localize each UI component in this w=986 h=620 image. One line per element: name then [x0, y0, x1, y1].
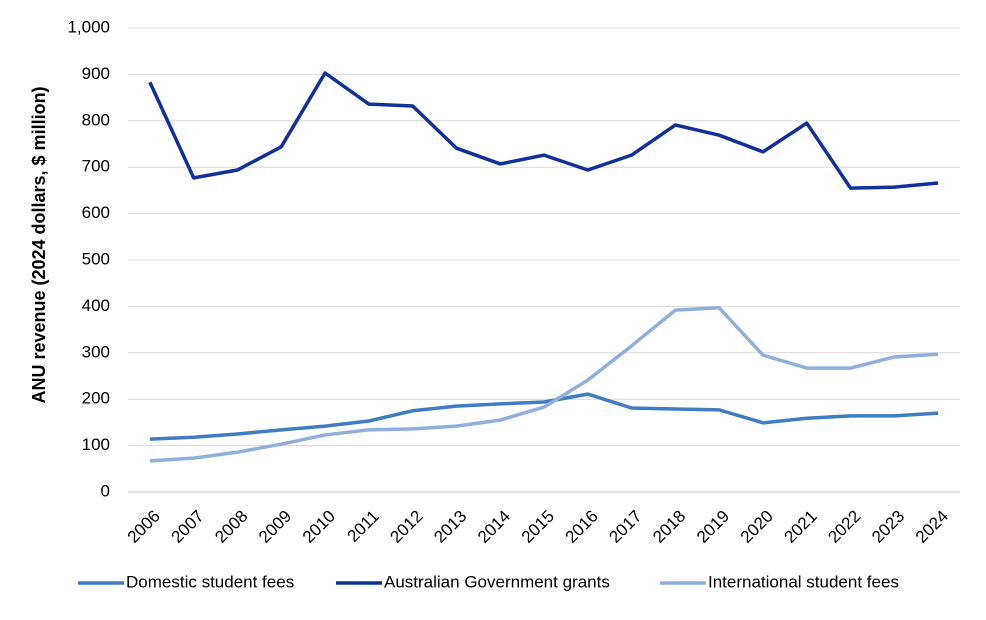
- x-tick-label: 2021: [781, 507, 821, 547]
- data-line: [148, 71, 939, 190]
- y-tick-label: 0: [101, 481, 110, 500]
- y-tick-label: 400: [82, 296, 110, 315]
- x-tick-label: 2020: [737, 507, 777, 547]
- x-tick-label: 2023: [868, 507, 908, 547]
- x-tick-label: 2012: [386, 507, 426, 547]
- x-tick-label: 2019: [693, 507, 733, 547]
- y-tick-label: 700: [82, 157, 110, 176]
- y-tick-label: 500: [82, 249, 110, 268]
- y-tick-label: 1,000: [67, 17, 110, 36]
- legend-label: International student fees: [708, 572, 899, 591]
- x-tick-label: 2024: [912, 507, 952, 547]
- x-tick-label: 2015: [518, 507, 558, 547]
- x-tick-label: 2013: [430, 507, 470, 547]
- legend-label: Domestic student fees: [126, 572, 294, 591]
- y-tick-label: 800: [82, 110, 110, 129]
- data-line: [149, 306, 939, 463]
- x-tick-label: 2007: [168, 507, 208, 547]
- x-tick-label: 2008: [211, 507, 251, 547]
- y-tick-label: 900: [82, 64, 110, 83]
- x-tick-label: 2006: [124, 507, 164, 547]
- x-tick-label: 2017: [605, 507, 645, 547]
- y-tick-label: 100: [82, 435, 110, 454]
- y-axis-label: ANU revenue (2024 dollars, $ million): [29, 86, 49, 403]
- y-tick-label: 200: [82, 389, 110, 408]
- legend-label: Australian Government grants: [384, 572, 610, 591]
- x-tick-label: 2010: [299, 507, 339, 547]
- data-line: [149, 392, 939, 441]
- x-tick-label: 2014: [474, 507, 514, 547]
- x-tick-label: 2009: [255, 507, 295, 547]
- x-tick-label: 2011: [344, 507, 383, 546]
- y-tick-label: 600: [82, 203, 110, 222]
- x-tick-label: 2022: [824, 507, 864, 547]
- y-tick-label: 300: [82, 342, 110, 361]
- x-tick-label: 2016: [562, 507, 602, 547]
- x-tick-label: 2018: [649, 507, 689, 547]
